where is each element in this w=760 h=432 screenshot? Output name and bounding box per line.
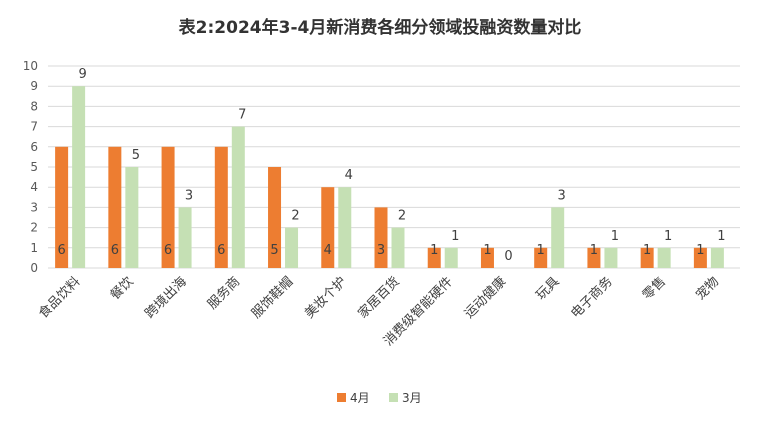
data-label-3月: 3	[558, 188, 566, 203]
data-label-3月: 1	[664, 229, 672, 244]
data-label-3月: 9	[78, 67, 86, 82]
y-tick-label: 9	[30, 79, 38, 93]
data-label-3月: 1	[611, 229, 619, 244]
legend-label: 4月	[350, 391, 370, 405]
chart-title: 表2:2024年3-4月新消费各细分领域投融资数量对比	[179, 17, 582, 38]
category-label: 零售	[639, 274, 669, 304]
y-tick-label: 8	[30, 99, 38, 113]
legend-swatch-0	[337, 393, 346, 402]
y-tick-label: 6	[30, 140, 38, 154]
y-axis-ticks: 0 1 2 3 4 5 6 7 8 9 10	[23, 59, 38, 275]
data-label-4月: 1	[643, 243, 651, 258]
data-label-4月: 1	[696, 243, 704, 258]
bar-4月	[55, 146, 69, 268]
y-tick-label: 1	[30, 241, 38, 255]
bar-4月	[214, 146, 228, 268]
data-label-4月: 6	[217, 243, 225, 258]
category-label: 食品饮料	[35, 274, 83, 322]
bars	[55, 86, 724, 268]
data-label-3月: 2	[398, 209, 406, 224]
bar-3月	[604, 247, 618, 268]
data-label-4月: 1	[483, 243, 491, 258]
data-label-3月: 2	[291, 209, 299, 224]
bar-4月	[108, 146, 122, 268]
category-label: 电子商务	[568, 274, 616, 322]
bar-4月	[321, 187, 335, 268]
category-label: 家居百货	[355, 274, 403, 322]
data-label-4月: 1	[537, 243, 545, 258]
bar-3月	[551, 207, 565, 268]
category-label: 宠物	[693, 274, 723, 304]
data-label-3月: 0	[504, 249, 512, 264]
data-label-3月: 5	[132, 148, 140, 163]
category-label: 运动健康	[461, 274, 509, 322]
bar-3月	[657, 247, 671, 268]
bar-3月	[444, 247, 458, 268]
category-label: 美妆个护	[302, 274, 349, 321]
y-tick-label: 2	[30, 221, 38, 235]
data-label-4月: 6	[111, 243, 119, 258]
data-label-4月: 3	[377, 243, 385, 258]
y-tick-label: 0	[30, 261, 38, 275]
category-label: 服饰鞋帽	[248, 274, 296, 322]
bar-4月	[587, 247, 601, 268]
data-label-3月: 3	[185, 188, 193, 203]
bar-3月	[178, 207, 192, 268]
bar-4月	[480, 247, 494, 268]
data-label-3月: 7	[238, 108, 246, 123]
bar-4月	[427, 247, 441, 268]
bar-3月	[710, 247, 724, 268]
category-label: 服务商	[204, 274, 243, 313]
legend: 4月 3月	[337, 391, 422, 405]
data-label-3月: 1	[451, 229, 459, 244]
bar-4月	[640, 247, 654, 268]
bar-4月	[161, 146, 175, 268]
data-label-4月: 5	[270, 243, 278, 258]
category-label: 跨境出海	[143, 274, 190, 321]
bar-3月	[231, 126, 245, 268]
y-tick-label: 4	[30, 180, 38, 194]
y-tick-label: 5	[30, 160, 38, 174]
data-label-4月: 4	[324, 243, 332, 258]
bar-4月	[268, 167, 282, 268]
y-tick-label: 10	[23, 59, 38, 73]
bar-3月	[338, 187, 352, 268]
data-label-4月: 1	[590, 243, 598, 258]
legend-swatch-1	[389, 393, 398, 402]
bar-4月	[374, 207, 388, 268]
bar-3月	[125, 167, 139, 268]
data-label-3月: 4	[345, 168, 353, 183]
bar-4月	[693, 247, 707, 268]
legend-label: 3月	[402, 391, 422, 405]
bar-3月	[285, 227, 299, 268]
category-label: 玩具	[534, 274, 563, 303]
y-tick-label: 3	[30, 200, 38, 214]
data-label-4月: 6	[164, 243, 172, 258]
bar-4月	[534, 247, 548, 268]
category-label: 餐饮	[107, 274, 137, 304]
bar-3月	[72, 86, 86, 268]
bar-3月	[391, 227, 405, 268]
data-label-4月: 1	[430, 243, 438, 258]
data-label-3月: 1	[717, 229, 725, 244]
y-tick-label: 7	[30, 120, 38, 134]
data-label-4月: 6	[57, 243, 65, 258]
